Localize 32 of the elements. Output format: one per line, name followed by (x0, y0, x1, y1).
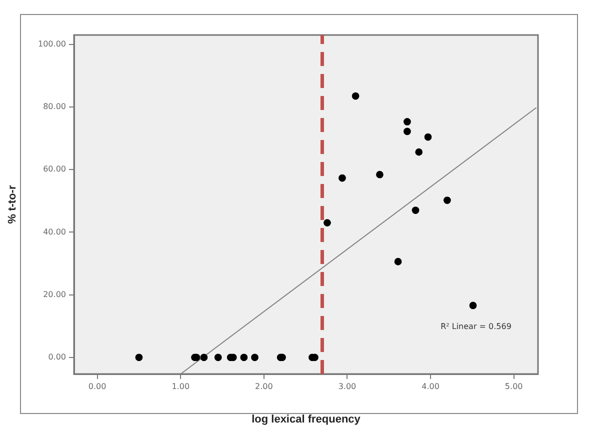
point (352, 92, 360, 100)
x-tick-label: 5.00 (504, 382, 523, 391)
point (200, 354, 208, 362)
point (444, 196, 451, 204)
x-tick-label: 2.00 (255, 382, 273, 391)
point (404, 128, 411, 136)
point (469, 302, 477, 310)
x-tick-label: 3.00 (338, 382, 356, 391)
point (412, 206, 420, 214)
point (214, 354, 222, 362)
annotation: R² Linear = 0.569 (440, 322, 512, 332)
y-tick-label: 20.00 (43, 290, 66, 299)
point (251, 354, 258, 362)
point (135, 354, 143, 362)
y-tick-label: 60.00 (43, 164, 66, 174)
y-tick-label: 80.00 (43, 102, 66, 112)
point (394, 258, 402, 266)
point (404, 118, 411, 126)
y-tick-label: 100.00 (38, 39, 66, 48)
y-tick-label: 0.00 (48, 352, 66, 362)
point (424, 133, 432, 141)
point (415, 148, 423, 156)
x-tick-label: 1.00 (172, 382, 190, 391)
y-tick-label: 40.00 (43, 227, 66, 236)
x-tick-label: 4.00 (422, 382, 440, 391)
x-tick-label: 0.00 (88, 382, 106, 391)
x-axis-title: log lexical frequency (252, 413, 362, 426)
point (338, 174, 346, 182)
point (376, 170, 384, 178)
point (240, 354, 248, 362)
y-axis-title: % t-to-r (6, 184, 19, 224)
point (324, 219, 331, 227)
